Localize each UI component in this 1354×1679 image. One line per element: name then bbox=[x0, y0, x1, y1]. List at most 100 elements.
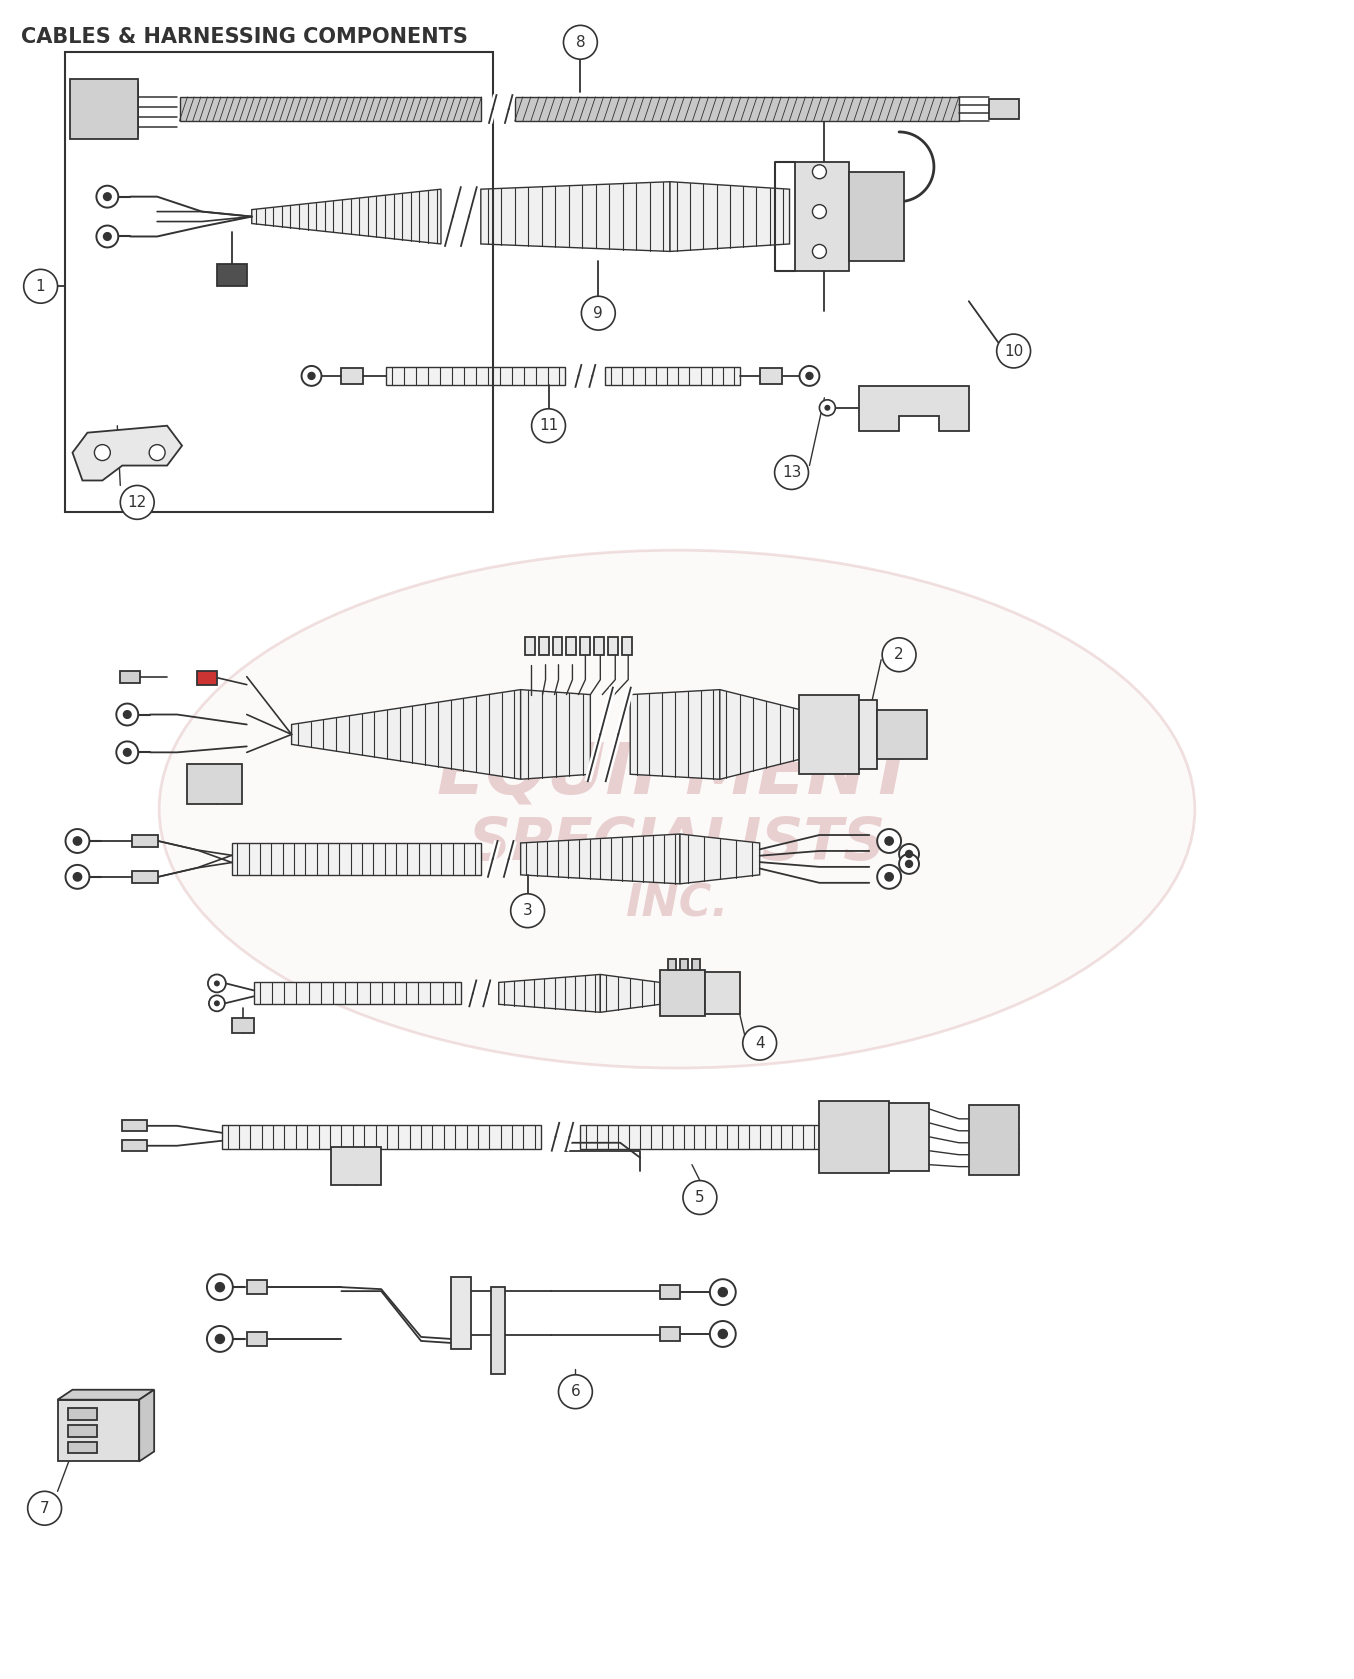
Text: 5: 5 bbox=[695, 1190, 704, 1206]
Circle shape bbox=[510, 893, 544, 927]
Bar bbox=[705, 972, 739, 1014]
Circle shape bbox=[116, 742, 138, 764]
Circle shape bbox=[883, 638, 917, 672]
Bar bbox=[122, 1120, 148, 1130]
Bar bbox=[222, 1125, 540, 1148]
Bar bbox=[668, 959, 676, 970]
Polygon shape bbox=[521, 834, 680, 883]
Circle shape bbox=[563, 25, 597, 59]
Bar bbox=[890, 1103, 929, 1170]
Circle shape bbox=[96, 186, 118, 208]
Circle shape bbox=[886, 836, 894, 845]
Text: EQUIPMENT: EQUIPMENT bbox=[437, 740, 917, 809]
Text: 12: 12 bbox=[127, 495, 146, 510]
Bar bbox=[122, 1140, 148, 1150]
Bar bbox=[490, 1288, 505, 1373]
Text: 1: 1 bbox=[35, 279, 46, 294]
Bar bbox=[608, 636, 619, 655]
Text: 11: 11 bbox=[539, 418, 558, 433]
Bar bbox=[68, 1442, 97, 1454]
Polygon shape bbox=[139, 1390, 154, 1461]
Polygon shape bbox=[252, 190, 441, 243]
Text: 3: 3 bbox=[523, 903, 532, 918]
Bar bbox=[451, 1278, 471, 1348]
Circle shape bbox=[743, 1026, 777, 1059]
Bar bbox=[581, 1125, 819, 1148]
Bar bbox=[133, 834, 158, 846]
Circle shape bbox=[877, 829, 900, 853]
Circle shape bbox=[65, 865, 89, 888]
Polygon shape bbox=[291, 690, 521, 779]
Circle shape bbox=[215, 1335, 225, 1343]
Bar bbox=[253, 982, 460, 1004]
Circle shape bbox=[123, 710, 131, 719]
Circle shape bbox=[709, 1321, 735, 1347]
Bar bbox=[121, 670, 141, 683]
Bar bbox=[524, 636, 535, 655]
Circle shape bbox=[997, 334, 1030, 368]
Circle shape bbox=[806, 373, 812, 379]
Bar bbox=[187, 764, 242, 804]
Circle shape bbox=[73, 873, 81, 881]
Bar bbox=[860, 700, 877, 769]
Polygon shape bbox=[521, 690, 590, 779]
Bar bbox=[988, 99, 1018, 119]
Circle shape bbox=[307, 373, 315, 379]
Polygon shape bbox=[600, 974, 659, 1012]
Text: 10: 10 bbox=[1003, 344, 1024, 359]
Bar bbox=[70, 79, 138, 139]
Text: 13: 13 bbox=[781, 465, 802, 480]
Bar bbox=[623, 636, 632, 655]
Bar bbox=[232, 1017, 253, 1033]
Circle shape bbox=[899, 845, 919, 865]
Bar bbox=[659, 1326, 680, 1342]
Bar bbox=[594, 636, 604, 655]
Circle shape bbox=[149, 445, 165, 460]
Bar bbox=[332, 1147, 382, 1185]
Bar bbox=[539, 636, 548, 655]
Circle shape bbox=[209, 974, 226, 992]
Text: 6: 6 bbox=[570, 1383, 581, 1399]
Bar bbox=[80, 84, 138, 134]
Circle shape bbox=[96, 225, 118, 247]
Bar bbox=[849, 171, 904, 262]
Circle shape bbox=[302, 366, 321, 386]
Circle shape bbox=[27, 1491, 61, 1525]
Circle shape bbox=[906, 860, 913, 868]
Circle shape bbox=[209, 996, 225, 1011]
Circle shape bbox=[123, 749, 131, 756]
Circle shape bbox=[819, 400, 835, 416]
Bar bbox=[58, 1400, 139, 1461]
Circle shape bbox=[214, 981, 219, 986]
Circle shape bbox=[709, 1279, 735, 1305]
Bar bbox=[795, 161, 849, 272]
Circle shape bbox=[214, 1001, 219, 1006]
Bar bbox=[246, 1279, 267, 1295]
Bar bbox=[515, 97, 959, 121]
Circle shape bbox=[103, 233, 111, 240]
Text: 4: 4 bbox=[754, 1036, 765, 1051]
Bar bbox=[246, 1331, 267, 1347]
Polygon shape bbox=[680, 834, 760, 883]
Bar bbox=[680, 959, 688, 970]
Circle shape bbox=[116, 704, 138, 725]
Circle shape bbox=[812, 205, 826, 218]
Circle shape bbox=[825, 405, 830, 411]
Bar bbox=[133, 871, 158, 883]
Bar bbox=[386, 368, 566, 384]
Text: 7: 7 bbox=[39, 1501, 49, 1516]
Polygon shape bbox=[860, 386, 969, 432]
Bar bbox=[232, 843, 481, 875]
Circle shape bbox=[718, 1330, 727, 1338]
Polygon shape bbox=[630, 690, 720, 779]
Circle shape bbox=[207, 1274, 233, 1300]
Polygon shape bbox=[73, 426, 181, 480]
Bar bbox=[799, 695, 860, 774]
Text: SPECIALISTS: SPECIALISTS bbox=[468, 816, 886, 873]
Text: 8: 8 bbox=[575, 35, 585, 50]
Text: CABLES & HARNESSING COMPONENTS: CABLES & HARNESSING COMPONENTS bbox=[20, 27, 467, 47]
Circle shape bbox=[799, 366, 819, 386]
Bar bbox=[552, 636, 562, 655]
Bar bbox=[581, 636, 590, 655]
Polygon shape bbox=[720, 690, 799, 779]
